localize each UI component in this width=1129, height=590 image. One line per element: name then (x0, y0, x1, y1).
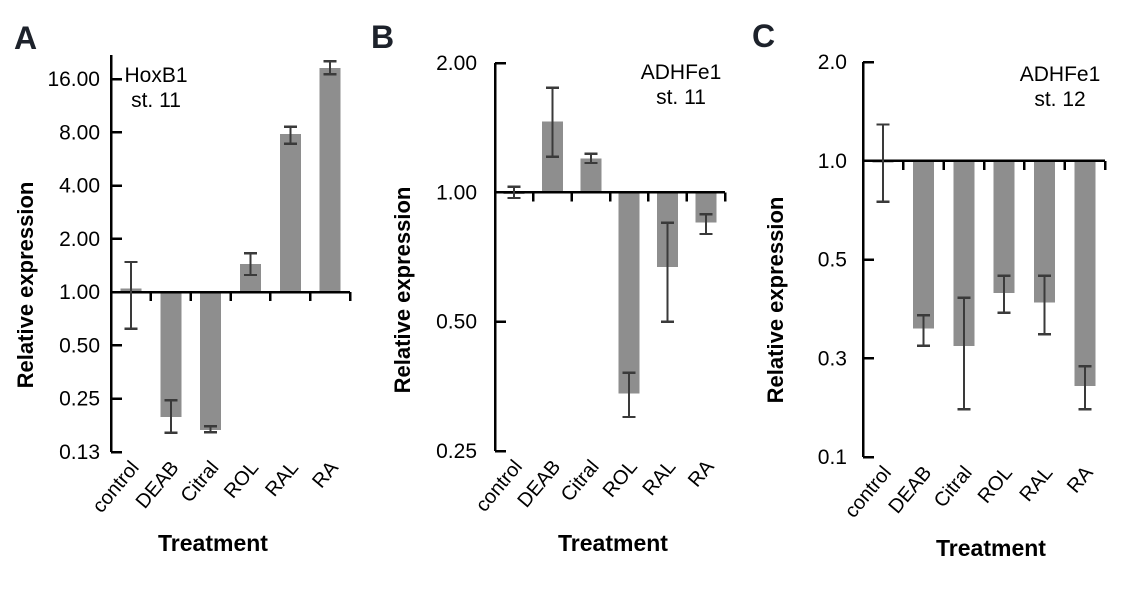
bar-deab (913, 160, 934, 329)
y-axis-title: Relative expression (390, 187, 415, 394)
y-tick-label: 0.5 (818, 249, 847, 272)
error-bar-ra (699, 212, 713, 236)
x-category-label: RAL (261, 457, 303, 501)
error-bar-ra (1078, 364, 1092, 411)
y-tick-label: 4.00 (59, 175, 100, 198)
chart-subtitle: st. 12 (1034, 88, 1085, 111)
chart-title: ADHFe1 (1020, 63, 1101, 86)
error-bar-ral (1038, 274, 1051, 336)
panel-letter: C (752, 18, 775, 54)
error-bar-ra (323, 59, 337, 76)
bar-rol (993, 160, 1015, 294)
bar-citral (200, 292, 222, 431)
error-bar-control (507, 185, 521, 200)
y-tick-label: 0.13 (59, 441, 100, 464)
x-category-label: DEAB (884, 462, 936, 518)
error-bar-rol (243, 251, 257, 277)
x-category-label: RAL (638, 456, 680, 500)
y-axis-title: Relative expression (13, 182, 38, 389)
error-bar-control (876, 123, 890, 203)
error-bar-deab (917, 313, 930, 347)
y-tick-label: 0.50 (436, 311, 477, 334)
y-tick-label: 1.00 (59, 281, 100, 304)
chart-title: ADHFe1 (641, 61, 722, 84)
y-tick-label: 2.00 (59, 228, 100, 251)
error-bar-ral (661, 221, 674, 323)
bar-ra (319, 67, 341, 293)
bar-rol (618, 192, 640, 394)
y-tick-label: 2.00 (436, 52, 477, 75)
y-axis-title: Relative expression (763, 197, 788, 404)
x-axis-title: Treatment (936, 535, 1046, 561)
chart-panel-a: 16.00 8.00 4.00 2.00 1.00 0.50 0.25 0.13control… (13, 20, 352, 556)
error-bar-ral (283, 125, 297, 145)
error-bar-citral (204, 425, 218, 434)
x-category-label: RA (684, 456, 719, 492)
x-category-label: ROL (220, 457, 263, 503)
x-category-label: DEAB (132, 457, 184, 513)
x-category-label: Citral (557, 456, 604, 506)
error-bar-control (124, 260, 138, 331)
y-tick-label: 0.1 (818, 446, 847, 469)
x-category-label: ROL (974, 462, 1017, 508)
chart-title: HoxB1 (124, 64, 187, 87)
error-bar-rol (622, 371, 636, 419)
y-tick-label: 2.0 (818, 51, 847, 74)
bar-citral (953, 160, 975, 346)
error-bar-citral (957, 296, 971, 411)
bar-rol (239, 264, 261, 293)
x-category-label: ROL (599, 456, 642, 502)
x-category-label: control (88, 457, 143, 517)
bar-ral (279, 134, 301, 293)
x-axis-title: Treatment (558, 530, 668, 556)
panel-letter: A (14, 20, 37, 56)
chart-subtitle: st. 11 (131, 89, 181, 112)
bar-ral (1034, 160, 1055, 303)
x-category-label: RA (308, 457, 343, 493)
bar-citral (580, 158, 602, 193)
error-bar-citral (584, 152, 598, 165)
x-category-label: control (472, 456, 527, 516)
x-category-label: control (841, 462, 896, 522)
y-tick-label: 1.0 (818, 150, 847, 173)
y-tick-label: 0.25 (59, 388, 100, 411)
panel-letter: B (371, 19, 394, 55)
bar-deab (160, 292, 182, 417)
chart-subtitle: st. 11 (656, 86, 706, 109)
x-axis-title: Treatment (158, 530, 268, 556)
y-tick-label: 0.50 (59, 334, 100, 357)
y-tick-label: 16.00 (47, 68, 100, 91)
x-category-label: DEAB (513, 456, 565, 512)
x-category-label: Citral (930, 462, 977, 512)
y-tick-label: 8.00 (59, 121, 100, 144)
x-category-label: RAL (1015, 462, 1057, 506)
bar-ra (1074, 160, 1096, 387)
x-category-label: RA (1063, 462, 1098, 498)
y-tick-label: 0.3 (818, 347, 847, 370)
error-bar-rol (997, 274, 1011, 314)
y-tick-label: 0.25 (436, 440, 477, 463)
x-category-label: Citral (177, 457, 224, 507)
error-bar-deab (546, 86, 559, 158)
y-tick-label: 1.00 (436, 181, 477, 204)
error-bar-deab (164, 399, 178, 434)
